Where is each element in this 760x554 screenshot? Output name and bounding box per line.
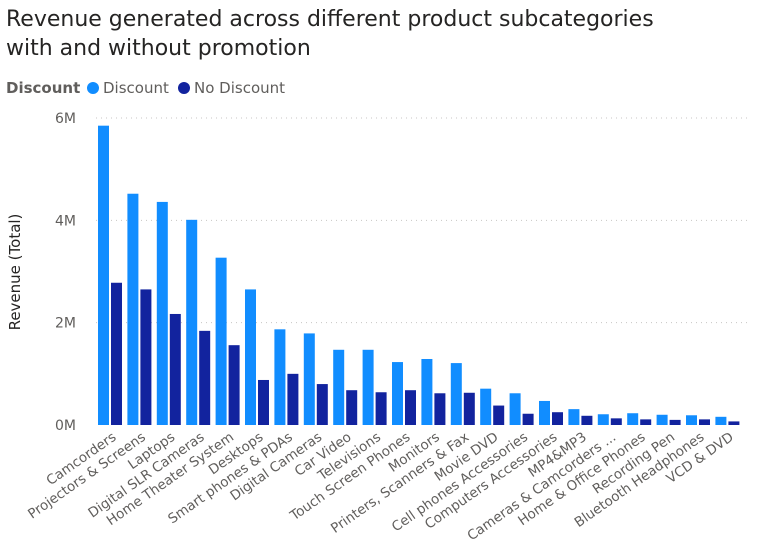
- bar-discount[interactable]: [333, 349, 345, 425]
- bar-no-discount[interactable]: [140, 289, 152, 425]
- bar-no-discount[interactable]: [493, 405, 505, 425]
- bar-no-discount[interactable]: [434, 393, 446, 425]
- y-tick-label: 2M: [55, 316, 76, 332]
- chart-title-line-1: Revenue generated across different produ…: [6, 7, 654, 32]
- y-axis-ticks: 0M 2M 4M 6M: [55, 111, 76, 434]
- bar-no-discount[interactable]: [346, 390, 358, 425]
- bar-no-discount[interactable]: [463, 392, 475, 425]
- bar-discount[interactable]: [274, 329, 286, 425]
- bar-discount[interactable]: [156, 201, 168, 425]
- bar-no-discount[interactable]: [699, 419, 710, 425]
- legend: Discount Discount No Discount: [6, 79, 285, 97]
- bar-no-discount[interactable]: [581, 415, 593, 425]
- bar-no-discount[interactable]: [199, 330, 211, 425]
- bar-discount[interactable]: [509, 393, 521, 425]
- bar-discount[interactable]: [392, 362, 403, 425]
- bars: [98, 125, 740, 426]
- bar-discount[interactable]: [421, 358, 433, 425]
- bar-no-discount[interactable]: [169, 313, 181, 425]
- bar-discount[interactable]: [686, 415, 697, 425]
- legend-marker-no-discount: [178, 82, 190, 94]
- bar-discount[interactable]: [362, 349, 374, 425]
- bar-discount[interactable]: [98, 125, 109, 426]
- bar-discount[interactable]: [450, 363, 462, 425]
- bar-no-discount[interactable]: [522, 413, 534, 425]
- legend-label-discount[interactable]: Discount: [103, 79, 169, 97]
- y-tick-label: 6M: [55, 111, 76, 127]
- y-axis-label: Revenue (Total): [6, 214, 24, 331]
- bar-no-discount[interactable]: [669, 419, 681, 425]
- bar-no-discount[interactable]: [287, 373, 299, 425]
- bar-no-discount[interactable]: [228, 345, 240, 425]
- bar-discount[interactable]: [245, 289, 256, 425]
- bar-discount[interactable]: [215, 257, 227, 425]
- bar-no-discount[interactable]: [552, 412, 563, 425]
- bar-discount[interactable]: [480, 388, 492, 425]
- bar-discount[interactable]: [303, 333, 315, 425]
- legend-marker-discount: [87, 82, 99, 94]
- bar-discount[interactable]: [597, 414, 609, 425]
- bar-no-discount[interactable]: [111, 282, 122, 425]
- legend-title: Discount: [6, 79, 80, 97]
- bar-no-discount[interactable]: [728, 421, 740, 425]
- y-tick-label: 0M: [55, 418, 76, 434]
- bar-discount[interactable]: [715, 416, 727, 425]
- bar-no-discount[interactable]: [640, 419, 652, 425]
- bar-no-discount[interactable]: [375, 392, 387, 425]
- bar-no-discount[interactable]: [405, 390, 416, 425]
- chart-title-line-2: with and without promotion: [6, 36, 311, 61]
- y-tick-label: 4M: [55, 213, 76, 229]
- bar-no-discount[interactable]: [610, 418, 622, 425]
- gridlines: [96, 117, 748, 324]
- bar-discount[interactable]: [656, 414, 668, 425]
- bar-no-discount[interactable]: [258, 379, 269, 425]
- bar-discount[interactable]: [127, 193, 139, 425]
- bar-no-discount[interactable]: [316, 384, 328, 425]
- bar-discount[interactable]: [627, 413, 639, 425]
- bar-discount[interactable]: [539, 400, 550, 425]
- bar-discount[interactable]: [568, 409, 580, 425]
- legend-label-no-discount[interactable]: No Discount: [194, 79, 285, 97]
- bar-discount[interactable]: [186, 219, 198, 425]
